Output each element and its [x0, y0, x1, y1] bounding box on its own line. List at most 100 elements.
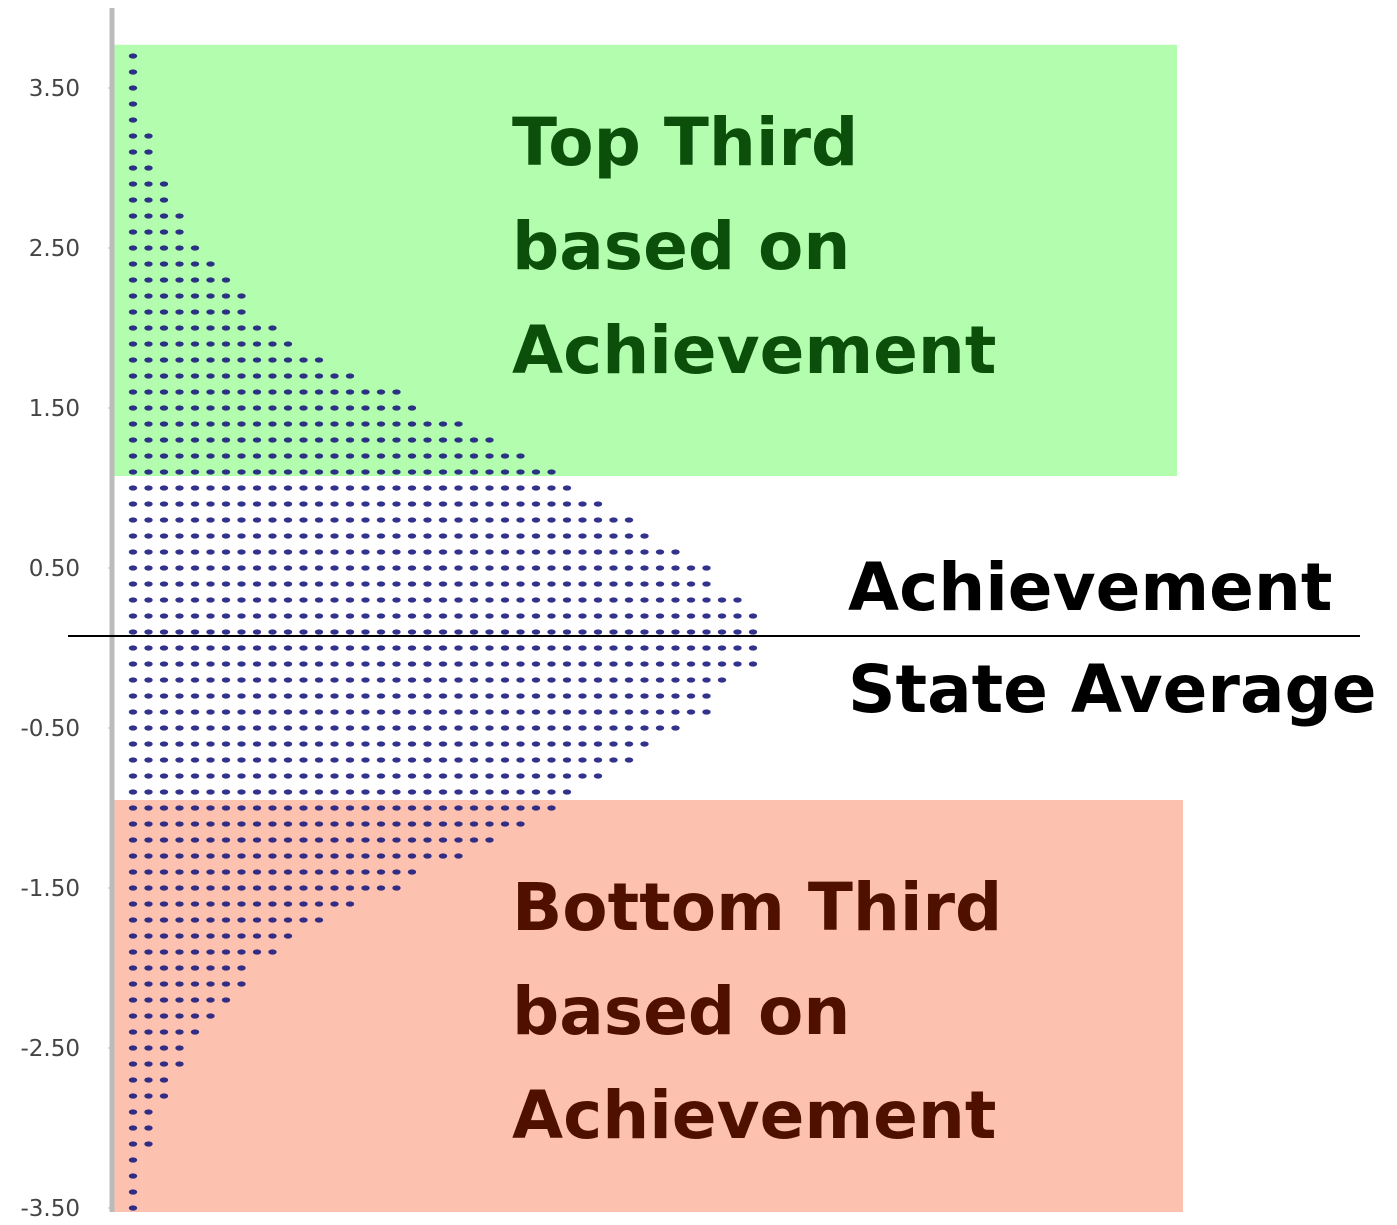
dot — [237, 341, 246, 347]
dot — [283, 629, 293, 635]
dot — [159, 325, 169, 331]
dot — [407, 805, 417, 811]
dot — [702, 661, 711, 667]
dot — [500, 821, 510, 827]
dot — [128, 645, 138, 651]
dot — [702, 709, 711, 715]
dot — [206, 901, 215, 907]
dot — [237, 965, 246, 971]
dot — [314, 917, 324, 923]
dot — [206, 981, 215, 987]
dot — [531, 613, 541, 619]
dot — [144, 277, 153, 283]
dot — [516, 629, 525, 635]
dot — [655, 661, 665, 667]
dot — [237, 837, 246, 843]
dot — [454, 725, 463, 731]
dot — [299, 357, 308, 363]
dot — [252, 789, 262, 795]
dot — [686, 629, 696, 635]
dot — [407, 869, 417, 875]
dot — [221, 821, 231, 827]
dot — [438, 565, 448, 571]
dot — [392, 837, 401, 843]
dot — [655, 565, 665, 571]
dot — [128, 597, 138, 603]
dot — [671, 597, 680, 603]
dot — [144, 565, 153, 571]
dot — [531, 661, 541, 667]
dot — [190, 517, 200, 523]
dot — [330, 453, 339, 459]
dot — [252, 533, 262, 539]
dot — [268, 853, 277, 859]
dot — [314, 565, 324, 571]
dot — [609, 597, 618, 603]
dot — [283, 405, 293, 411]
dot — [252, 773, 262, 779]
dot — [578, 757, 587, 763]
dot — [283, 837, 293, 843]
dot — [314, 629, 324, 635]
dot — [671, 613, 680, 619]
dot — [175, 1029, 184, 1035]
dot — [609, 741, 618, 747]
dot — [438, 549, 448, 555]
dot — [314, 597, 324, 603]
dot — [500, 469, 510, 475]
dot — [268, 805, 277, 811]
dot — [609, 581, 618, 587]
dot — [376, 613, 386, 619]
dot — [206, 565, 215, 571]
dot — [144, 389, 153, 395]
dot — [671, 629, 680, 635]
dot — [221, 485, 231, 491]
dot — [516, 693, 525, 699]
dot — [469, 693, 479, 699]
dot — [144, 517, 153, 523]
dot — [454, 821, 463, 827]
dot — [252, 725, 262, 731]
dot — [237, 869, 246, 875]
dot — [423, 437, 432, 443]
dot — [221, 933, 231, 939]
dot — [655, 677, 665, 683]
dot — [190, 565, 200, 571]
dot — [516, 485, 525, 491]
dot — [159, 421, 169, 427]
dot — [128, 501, 138, 507]
dot — [190, 453, 200, 459]
dot — [609, 661, 618, 667]
dot-row — [128, 1013, 215, 1019]
dot — [314, 357, 324, 363]
dot — [268, 357, 277, 363]
dot — [330, 373, 339, 379]
dot — [175, 453, 184, 459]
dot — [159, 453, 169, 459]
dot — [469, 549, 479, 555]
dot-row — [128, 373, 355, 379]
dot — [237, 773, 246, 779]
dot — [469, 821, 479, 827]
dot — [237, 981, 246, 987]
dot — [314, 805, 324, 811]
dot — [144, 597, 153, 603]
dot — [144, 1141, 153, 1147]
dot — [407, 709, 417, 715]
dot — [361, 405, 370, 411]
dot — [237, 325, 246, 331]
dot — [392, 597, 401, 603]
dot — [159, 197, 169, 203]
dot — [361, 757, 370, 763]
dot — [206, 277, 215, 283]
dot-row — [128, 629, 758, 635]
dot — [330, 565, 339, 571]
dot — [206, 261, 215, 267]
dot — [221, 885, 231, 891]
dot — [392, 885, 401, 891]
dot — [578, 549, 587, 555]
dot — [159, 341, 169, 347]
dot — [221, 453, 231, 459]
dot — [206, 965, 215, 971]
dot — [376, 885, 386, 891]
